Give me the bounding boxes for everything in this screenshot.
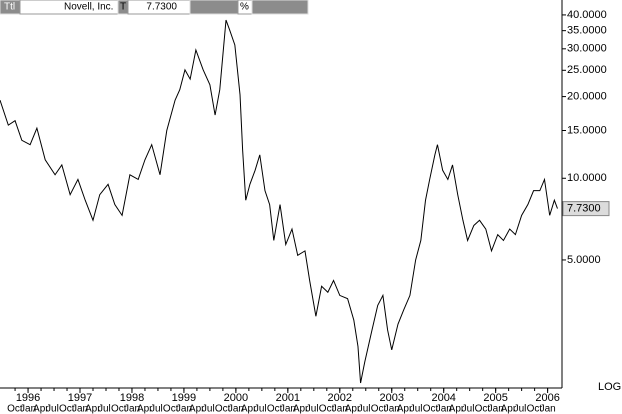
x-minor-label: Apr xyxy=(85,404,101,414)
x-minor-label: Oct xyxy=(423,404,439,414)
flag: T xyxy=(120,2,126,13)
x-tick-label: 1997 xyxy=(68,392,92,404)
x-tick-label: 2001 xyxy=(276,392,300,404)
x-minor-label: Oct xyxy=(475,404,491,414)
x-minor-label: Jul xyxy=(410,404,423,414)
x-minor-label: Jan xyxy=(124,404,140,414)
x-minor-label: Jul xyxy=(46,404,59,414)
x-minor-label: Jul xyxy=(98,404,111,414)
header-price: 7.7300 xyxy=(146,2,177,13)
header-cell xyxy=(251,0,309,15)
x-tick-label: 1998 xyxy=(120,392,144,404)
x-minor-label: Jan xyxy=(176,404,192,414)
y-tick-label: 40.0000 xyxy=(567,9,607,21)
symbol: Ttl xyxy=(4,2,15,13)
x-tick-label: 2003 xyxy=(380,392,404,404)
x-tick-label: 2005 xyxy=(483,392,507,404)
x-minor-label: Apr xyxy=(449,404,465,414)
y-tick-label: 35.0000 xyxy=(567,25,607,37)
x-minor-label: Oct xyxy=(319,404,335,414)
x-minor-label: Jan xyxy=(72,404,88,414)
x-minor-label: Jan xyxy=(20,404,36,414)
x-minor-label: Oct xyxy=(59,404,75,414)
x-minor-label: Apr xyxy=(33,404,49,414)
x-minor-label: Jul xyxy=(514,404,527,414)
x-minor-label: Jul xyxy=(462,404,475,414)
y-tick-label: 30.0000 xyxy=(567,43,607,55)
x-minor-label: Oct xyxy=(527,404,543,414)
x-minor-label: Jul xyxy=(150,404,163,414)
x-minor-label: Apr xyxy=(501,404,517,414)
x-minor-label: Jan xyxy=(228,404,244,414)
last-price-box xyxy=(562,201,610,217)
last-price-label: 7.7300 xyxy=(567,203,601,215)
y-tick-label: 15.0000 xyxy=(567,124,607,136)
y-tick-label: 25.0000 xyxy=(567,64,607,76)
x-minor-label: Oct xyxy=(111,404,127,414)
x-minor-label: Jul xyxy=(254,404,267,414)
x-tick-label: 2006 xyxy=(535,392,559,404)
x-minor-label: Oct xyxy=(215,404,231,414)
x-minor-label: Apr xyxy=(397,404,413,414)
y-tick-label: 20.0000 xyxy=(567,91,607,103)
x-tick-label: 1996 xyxy=(16,392,40,404)
chart-title: Novell, Inc. xyxy=(64,2,113,13)
x-minor-label: Apr xyxy=(345,404,361,414)
y-tick-label: 5.0000 xyxy=(567,254,601,266)
y-tick-label: 10.0000 xyxy=(567,172,607,184)
x-minor-label: Oct xyxy=(7,404,23,414)
x-minor-label: Jan xyxy=(488,404,504,414)
x-minor-label: Apr xyxy=(137,404,153,414)
x-minor-label: Apr xyxy=(189,404,205,414)
price-line xyxy=(0,19,558,384)
scale-label: LOG xyxy=(598,381,621,393)
header-bar: Ttl Novell, Inc. T 7.7300 % xyxy=(0,0,309,15)
x-minor-label: Jan xyxy=(332,404,348,414)
x-minor-label: Apr xyxy=(293,404,309,414)
x-minor-label: Apr xyxy=(241,404,257,414)
x-minor-label: Jul xyxy=(358,404,371,414)
x-minor-label: Jan xyxy=(540,404,556,414)
x-tick-label: 2002 xyxy=(328,392,352,404)
unit: % xyxy=(240,2,249,13)
x-minor-label: Jan xyxy=(436,404,452,414)
x-minor-label: Jul xyxy=(306,404,319,414)
header-cell xyxy=(189,0,239,15)
x-minor-label: Oct xyxy=(371,404,387,414)
x-minor-label: Jul xyxy=(202,404,215,414)
x-tick-label: 2004 xyxy=(431,392,455,404)
x-minor-label: Oct xyxy=(267,404,283,414)
x-tick-label: 1999 xyxy=(172,392,196,404)
x-minor-label: Jan xyxy=(384,404,400,414)
x-minor-label: Oct xyxy=(163,404,179,414)
x-minor-label: Jan xyxy=(280,404,296,414)
x-tick-label: 2000 xyxy=(224,392,248,404)
